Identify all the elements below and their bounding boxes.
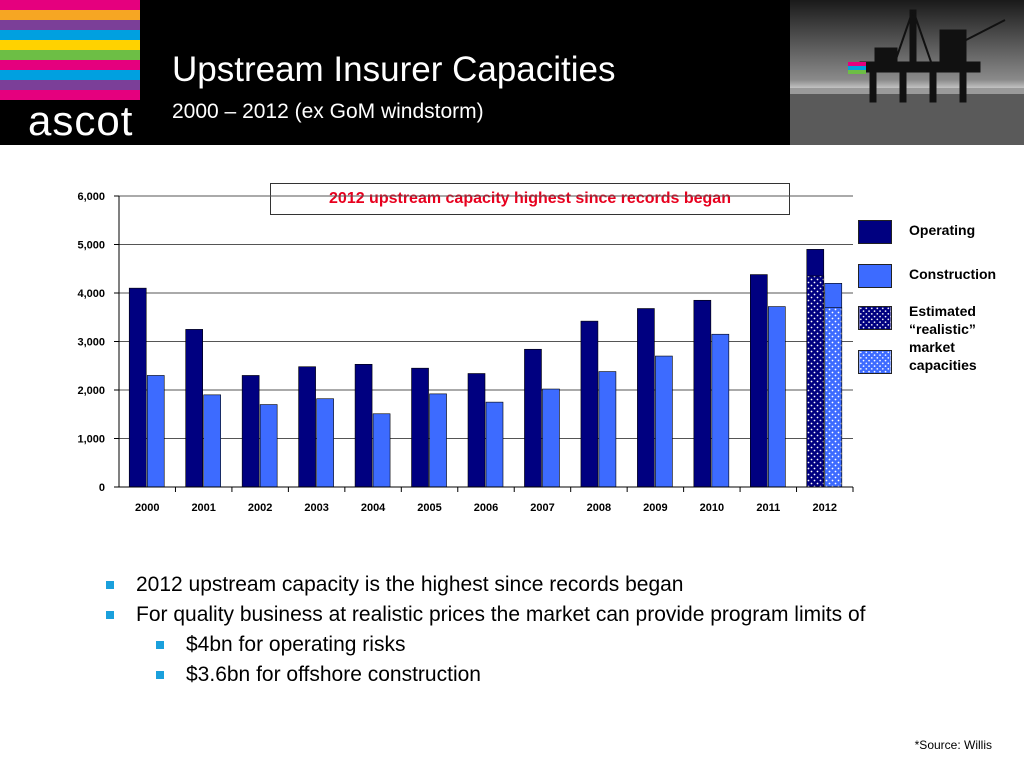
- legend-estimated-line-1: Estimated: [909, 303, 976, 319]
- legend-swatch-estimated-operating: [858, 306, 892, 330]
- bar-construction: [372, 413, 391, 488]
- y-tick-label: 2,000: [77, 385, 105, 397]
- y-tick-label: 0: [99, 482, 105, 494]
- bullet-square-icon: [156, 641, 164, 649]
- bar-construction: [598, 371, 617, 488]
- bar-operating: [524, 348, 542, 488]
- y-tick-label: 5,000: [77, 240, 105, 252]
- logo-stripe: [0, 60, 140, 70]
- bar-operating: [411, 367, 429, 488]
- bar-construction: [316, 398, 334, 488]
- x-tick-label: 2002: [248, 502, 272, 514]
- page-subtitle: 2000 – 2012 (ex GoM windstorm): [172, 100, 484, 123]
- legend-swatch-estimated-construction: [858, 350, 892, 374]
- x-tick-label: 2001: [191, 502, 215, 514]
- x-tick-label: 2006: [474, 502, 498, 514]
- bar-operating: [637, 308, 655, 488]
- bar-operating: [128, 287, 147, 488]
- logo-stripe: [0, 10, 140, 20]
- bar-operating: [580, 320, 599, 488]
- logo-text: ascot: [28, 97, 134, 144]
- bar-construction: [259, 404, 278, 488]
- legend-estimated-line-2: “realistic”: [909, 321, 976, 337]
- logo-stripe: [0, 0, 140, 10]
- bullet-square-icon: [156, 671, 164, 679]
- bullet-text: For quality business at realistic prices…: [136, 603, 866, 626]
- bar-construction: [485, 401, 504, 488]
- logo-stripe: [0, 50, 140, 60]
- legend-label-estimated: Estimated “realistic” market capacities: [909, 302, 977, 374]
- bullet-square-icon: [106, 581, 114, 589]
- x-tick-label: 2012: [813, 502, 837, 514]
- bar-operating: [467, 373, 486, 488]
- legend-label-operating: Operating: [909, 222, 976, 238]
- bullet-item: 2012 upstream capacity is the highest si…: [100, 570, 980, 600]
- capacity-bar-chart: 0 1,000 2,000 3,000 4,000 5,000 6,000 2000 2001 2…: [77, 191, 854, 514]
- bar-construction: [429, 393, 447, 488]
- bar-operating: [185, 329, 203, 488]
- x-tick-label: 2005: [417, 502, 441, 514]
- bullet-list: 2012 upstream capacity is the highest si…: [100, 570, 980, 690]
- sub-bullet-item: $3.6bn for offshore construction: [100, 660, 980, 690]
- x-tick-label: 2007: [530, 502, 554, 514]
- y-tick-label: 4,000: [77, 288, 105, 300]
- chart-callout: 2012 upstream capacity highest since rec…: [270, 183, 790, 215]
- x-tick-label: 2004: [361, 502, 386, 514]
- logo-stripe: [0, 30, 140, 40]
- logo-stripe: [0, 80, 140, 90]
- bar-operating: [750, 274, 768, 488]
- bar-construction: [203, 394, 221, 488]
- sub-bullet-item: $4bn for operating risks: [100, 630, 980, 660]
- bullet-text: 2012 upstream capacity is the highest si…: [136, 573, 684, 596]
- bar-construction: [711, 333, 730, 488]
- bar-operating: [693, 299, 712, 488]
- bar-estimated-construction: [824, 307, 843, 488]
- header-bar: ascot Upstream Insurer Capacities 2000 –…: [0, 0, 1024, 145]
- legend-label-construction: Construction: [909, 266, 997, 282]
- bullet-square-icon: [106, 611, 114, 619]
- legend-estimated-line-3: market: [909, 339, 955, 355]
- logo-stripe: [0, 70, 140, 80]
- x-tick-label: 2010: [700, 502, 724, 514]
- bar-operating: [298, 366, 316, 488]
- y-tick-label: 1,000: [77, 434, 105, 446]
- bar-estimated-operating: [806, 275, 825, 488]
- x-tick-label: 2009: [643, 502, 667, 514]
- y-tick-label: 3,000: [77, 337, 105, 349]
- legend-swatch-construction: [858, 264, 892, 288]
- bar-operating: [241, 375, 260, 488]
- sub-bullet-text: $4bn for operating risks: [186, 633, 406, 656]
- bar-construction: [768, 306, 786, 488]
- x-tick-label: 2000: [135, 502, 159, 514]
- logo-stripe: [0, 90, 140, 100]
- oil-rig-photo: [790, 0, 1024, 145]
- logo-stripe: [0, 20, 140, 30]
- x-tick-label: 2011: [756, 502, 780, 514]
- sub-bullet-text: $3.6bn for offshore construction: [186, 663, 481, 686]
- logo-stripe: [0, 40, 140, 50]
- x-tick-label: 2003: [304, 502, 328, 514]
- legend-swatch-operating: [858, 220, 892, 244]
- bar-construction: [655, 355, 673, 488]
- bar-operating: [354, 363, 373, 488]
- bar-construction: [146, 375, 165, 488]
- legend-estimated-line-4: capacities: [909, 357, 977, 373]
- bar-construction: [542, 388, 560, 488]
- y-tick-label: 6,000: [77, 191, 105, 203]
- source-note: *Source: Willis: [914, 738, 992, 752]
- page-title: Upstream Insurer Capacities: [172, 50, 616, 89]
- x-tick-label: 2008: [587, 502, 611, 514]
- ascot-logo: ascot: [0, 0, 140, 145]
- bullet-item: For quality business at realistic prices…: [100, 600, 980, 630]
